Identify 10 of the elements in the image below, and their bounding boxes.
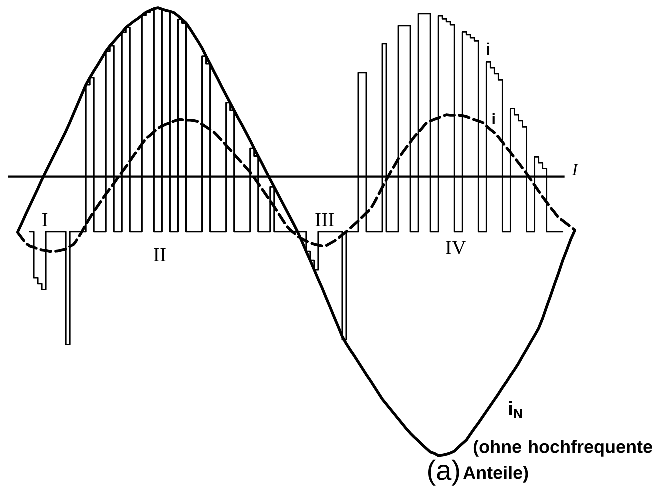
series-label: i$_{N}$ <box>509 401 522 418</box>
series-label: i <box>487 42 490 56</box>
annotation: (ohne hochfrequente Anteile) <box>464 440 652 483</box>
annotation: II <box>154 248 166 262</box>
text: (a) <box>428 460 460 486</box>
annotation: IV <box>446 241 466 255</box>
annotation: III <box>316 213 334 227</box>
annotation: i <box>492 114 495 124</box>
ref-line-label: I <box>572 164 579 176</box>
annotation: I <box>42 213 48 227</box>
